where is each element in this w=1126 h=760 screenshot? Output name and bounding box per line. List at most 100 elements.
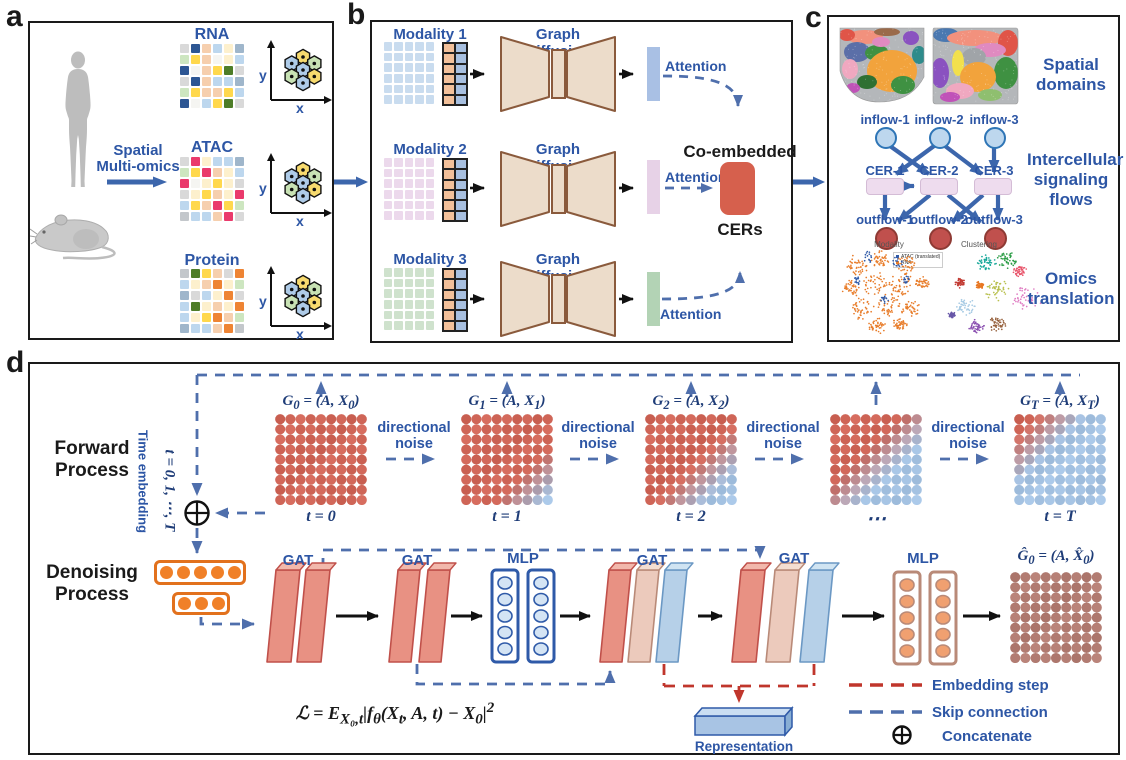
legend-skip-connection: Skip connection <box>932 704 1048 721</box>
cer-2-node <box>920 178 958 195</box>
protein-spatial-plot: y x <box>259 266 332 340</box>
scatter-left-title: Modality <box>874 240 904 249</box>
graph-intermediate <box>830 414 922 505</box>
forward-line1: Forward <box>54 438 130 459</box>
panel-label-a: a <box>6 0 23 33</box>
noise2-line2: noise <box>579 436 617 452</box>
noise3-line2: noise <box>764 436 802 452</box>
signaling-line3: flows <box>1049 190 1093 209</box>
denoised-graph <box>1010 572 1102 663</box>
modality-3-vector <box>442 268 468 332</box>
directional-noise-1: directional noise <box>369 420 459 452</box>
noise3-line1: directional <box>746 420 820 436</box>
t2-label: t = 2 <box>676 508 706 525</box>
legend-item-atac: ATAC (translated) <box>896 254 940 260</box>
modality-2-vector <box>442 158 468 222</box>
modality-2-label: Modality 2 <box>393 141 467 158</box>
inflow-3-node <box>984 127 1006 149</box>
attention-label-2: Attention <box>665 169 727 185</box>
panel-b-graph-diffusion: Modality 1 Graph Diffusion Attention Mod… <box>370 20 797 343</box>
rna-spatial-plot: y x <box>259 40 332 114</box>
scatter-right-title: Clustering <box>960 240 997 249</box>
outflow-1-node <box>875 227 898 250</box>
y-axis-label: y <box>259 67 267 83</box>
gat-label-1: GAT <box>282 552 314 569</box>
ellipsis-label: ⋯ <box>866 508 886 530</box>
inflow-1-label: inflow-1 <box>860 112 910 127</box>
outflow-1-label: outflow-1 <box>856 212 914 227</box>
spatial-multiomics-label-line2: Multi-omics <box>96 158 180 175</box>
modality-1-vector <box>442 42 468 106</box>
attention-bar-2 <box>647 160 660 214</box>
noise4-line1: directional <box>931 420 1005 436</box>
inflow-2-label: inflow-2 <box>914 112 964 127</box>
scatter-legend: ATAC (translated) RNA <box>893 252 944 268</box>
graph-t0 <box>275 414 367 505</box>
umap-modality-scatter <box>841 250 930 335</box>
modality-1-matrix <box>384 42 434 104</box>
graph-t1 <box>461 414 553 505</box>
time-embedding-vertical-label: Time embedding <box>135 429 151 534</box>
cer-1-node <box>866 178 904 195</box>
spatial-domains-label: Spatial domains <box>1027 55 1115 95</box>
directional-noise-4: directional noise <box>923 420 1013 452</box>
y-axis-arrow <box>267 40 275 48</box>
x-axis-label: x <box>296 213 304 227</box>
spatial-multiomics-label-line1: Spatial <box>113 142 163 159</box>
panel-c-downstream-tasks: Spatial domains inflow-1 inflow-2 inflow… <box>827 15 1123 342</box>
panel-d-diffusion-model: Forward Process Denoising Process Time e… <box>28 362 1120 755</box>
modality-1-label: Modality 1 <box>393 26 467 43</box>
inflow-2-node <box>929 127 951 149</box>
omics-line1: Omics <box>1045 269 1097 288</box>
graph-tT <box>1014 414 1106 505</box>
denoising-line2: Process <box>55 584 129 605</box>
autoencoder-3 <box>500 261 616 337</box>
spatial-multiomics-arrow <box>107 176 167 188</box>
cer-1-label: CER-1 <box>865 163 905 178</box>
omics-line2: translation <box>1027 289 1115 308</box>
y-axis-label: y <box>259 293 267 309</box>
mouse-eye <box>42 230 46 234</box>
outflow-2-node <box>929 227 952 250</box>
atac-matrix <box>180 157 244 221</box>
omics-translation-label: Omics translation <box>1027 269 1115 309</box>
time-range-vertical-label: t = 0, 1, ⋯, T <box>161 449 178 532</box>
arrow-panel-b-to-c <box>791 176 825 188</box>
spatial-domain-map-1 <box>839 27 925 103</box>
t1-label: t = 1 <box>492 508 522 525</box>
gat-label-3: GAT <box>636 552 668 569</box>
co-embedded-label: Co-embedded <box>683 142 797 161</box>
intercellular-signaling-label: Intercellular signaling flows <box>1027 150 1123 210</box>
arrow-panel-a-to-b <box>334 176 368 188</box>
time-embedding-vector-1 <box>154 560 246 585</box>
denoising-line1: Denoising <box>46 562 138 583</box>
directional-noise-2: directional noise <box>553 420 643 452</box>
graph-formula-g0: G0 = (A, X0) <box>282 393 360 412</box>
legend-embedding-step: Embedding step <box>932 677 1049 694</box>
tT-label: t = T <box>1044 508 1076 525</box>
rna-matrix <box>180 44 244 108</box>
atac-spatial-plot: y x <box>259 153 332 227</box>
mouse-silhouette <box>30 214 116 260</box>
spatial-domains-line1: Spatial <box>1043 55 1099 74</box>
panel-b-connectors <box>470 69 745 304</box>
mouse-whiskers <box>30 228 38 245</box>
attention-bar-1 <box>647 47 660 101</box>
directional-noise-3: directional noise <box>738 420 828 452</box>
time-embedding-vector-2 <box>172 592 230 615</box>
inflow-3-label: inflow-3 <box>969 112 1019 127</box>
panel-d-connectors <box>184 373 1080 745</box>
y-axis-label: y <box>259 180 267 196</box>
atac-legend-label: ATAC (translated) <box>901 254 941 260</box>
protein-matrix <box>180 269 244 333</box>
x-axis-label: x <box>296 326 304 340</box>
atac-title: ATAC <box>190 139 234 156</box>
autoencoder-2 <box>500 151 616 227</box>
denoising-process-label: Denoising Process <box>40 562 144 606</box>
autoencoder-1 <box>500 36 616 112</box>
mouse-haunch <box>73 229 99 249</box>
attention-label-3: Attention <box>660 306 722 322</box>
spatial-domains-line2: domains <box>1036 75 1106 94</box>
modality-3-matrix <box>384 268 434 330</box>
